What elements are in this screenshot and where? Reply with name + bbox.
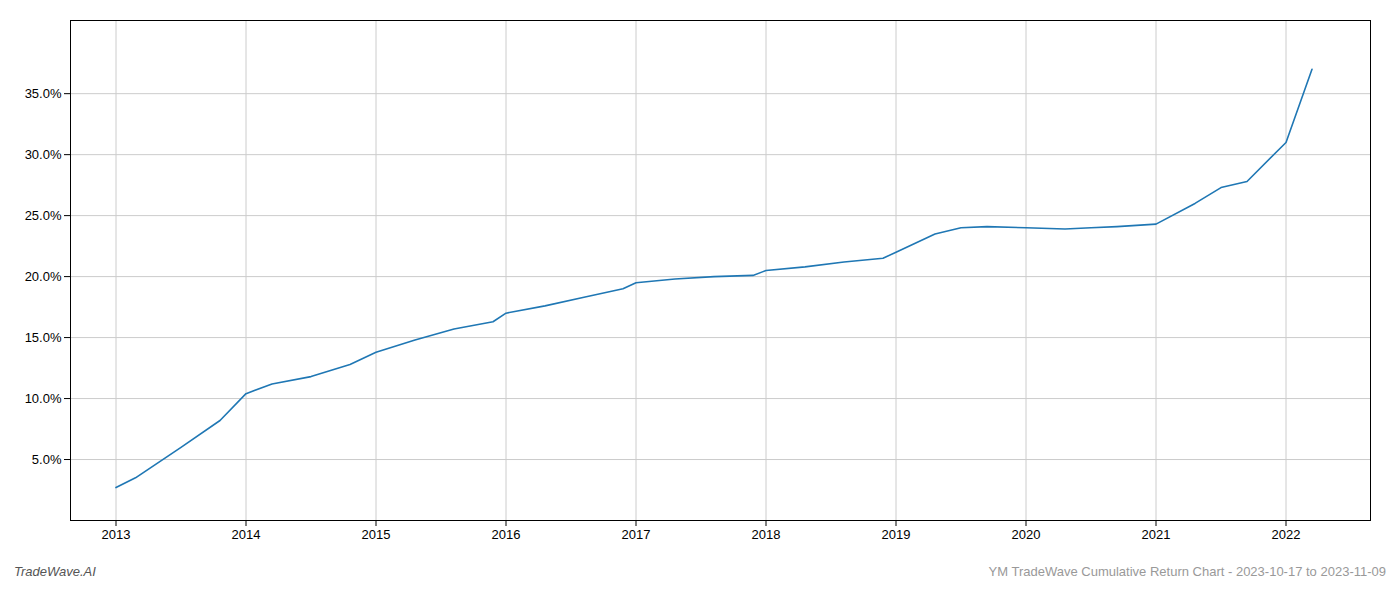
svg-text:2017: 2017 <box>622 527 651 542</box>
svg-text:25.0%: 25.0% <box>25 208 62 223</box>
svg-text:2022: 2022 <box>1272 527 1301 542</box>
svg-text:2018: 2018 <box>752 527 781 542</box>
svg-text:30.0%: 30.0% <box>25 147 62 162</box>
svg-text:20.0%: 20.0% <box>25 269 62 284</box>
svg-text:2020: 2020 <box>1012 527 1041 542</box>
svg-text:2013: 2013 <box>102 527 131 542</box>
svg-text:2014: 2014 <box>232 527 261 542</box>
svg-text:2015: 2015 <box>362 527 391 542</box>
svg-text:10.0%: 10.0% <box>25 391 62 406</box>
svg-text:2016: 2016 <box>492 527 521 542</box>
svg-text:35.0%: 35.0% <box>25 86 62 101</box>
html-text:TradeWave.AI: TradeWave.AI <box>14 564 96 579</box>
svg-text:15.0%: 15.0% <box>25 330 62 345</box>
svg-text:2019: 2019 <box>882 527 911 542</box>
svg-text:5.0%: 5.0% <box>32 452 62 467</box>
html-text:YM TradeWave Cumulative Return: YM TradeWave Cumulative Return Chart - 2… <box>988 564 1386 579</box>
svg-text:2021: 2021 <box>1142 527 1171 542</box>
